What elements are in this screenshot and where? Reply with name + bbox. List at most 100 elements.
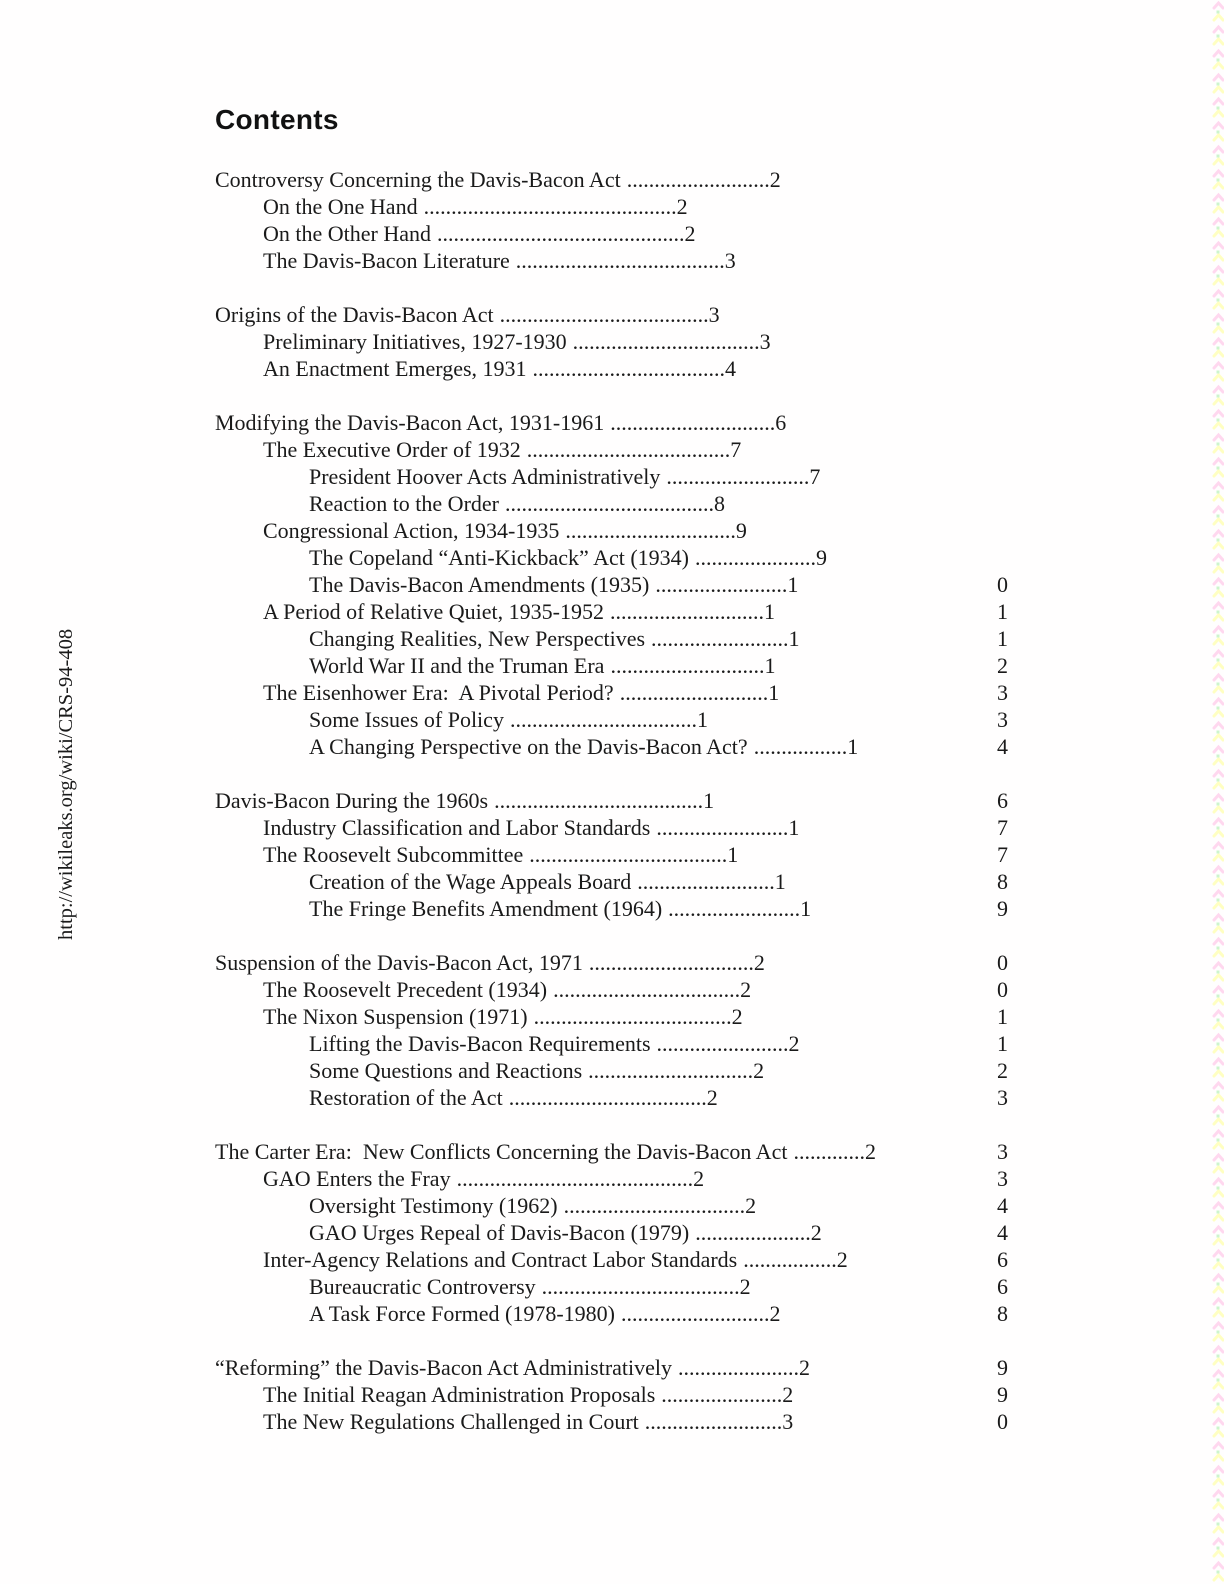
toc-entry: The Nixon Suspension (1971).............… [215, 1003, 1075, 1030]
toc-leader-dots: ......................... [637, 869, 775, 894]
toc-entry-title: The Initial Reagan Administration Propos… [263, 1382, 656, 1407]
toc-page-number: 7 [809, 464, 821, 489]
toc-leader-dots: ........................... [621, 1301, 770, 1326]
toc-entry: A Period of Relative Quiet, 1935-1952...… [215, 598, 1075, 625]
toc-page-number: 2 [731, 1004, 743, 1029]
toc-entry-title: Origins of the Davis-Bacon Act [215, 302, 494, 327]
toc-entry: The Roosevelt Precedent (1934)..........… [215, 976, 1075, 1003]
toc-entry-title: The Copeland “Anti-Kickback” Act (1934) [309, 545, 689, 570]
toc-page-number-second-digit: 0 [997, 1409, 1008, 1434]
watermark-url-vertical: http://wikileaks.org/wiki/CRS-94-408 [55, 628, 77, 940]
toc-entry-title: Restoration of the Act [309, 1085, 503, 1110]
toc-entry-title: An Enactment Emerges, 1931 [263, 356, 527, 381]
toc-entry-title: Some Issues of Policy [309, 707, 504, 732]
toc-leader-dots: ................................. [563, 1193, 746, 1218]
toc-page-number: 2 [753, 1058, 765, 1083]
toc-entry-title: A Changing Perspective on the Davis-Baco… [309, 734, 748, 759]
toc-entry-title: Inter-Agency Relations and Contract Labo… [263, 1247, 738, 1272]
toc-entry: Davis-Bacon During the 1960s............… [215, 787, 1075, 814]
toc-page-number: 2 [810, 1220, 822, 1245]
toc-page-number: 1 [774, 869, 786, 894]
toc-page-number: 2 [769, 167, 781, 192]
toc-page-number: 1 [788, 815, 800, 840]
toc-entry: The Copeland “Anti-Kickback” Act (1934).… [215, 544, 1075, 571]
toc-entry: The Davis-Bacon Literature..............… [215, 247, 1075, 274]
toc-entry-title: Industry Classification and Labor Standa… [263, 815, 651, 840]
toc-leader-dots: ........................ [656, 1031, 789, 1056]
toc-leader-dots: ........................ [655, 572, 788, 597]
toc-entry: On the One Hand.........................… [215, 193, 1075, 220]
toc-leader-dots: ............. [793, 1139, 865, 1164]
toc-entry: The Executive Order of 1932.............… [215, 436, 1075, 463]
toc-entry-title: The Fringe Benefits Amendment (1964) [309, 896, 663, 921]
toc-entry: On the Other Hand.......................… [215, 220, 1075, 247]
toc-page-number: 2 [740, 977, 752, 1002]
toc-leader-dots: .................................. [572, 329, 760, 354]
toc-leader-dots: ............................ [609, 599, 764, 624]
toc-page-number-second-digit: 3 [997, 707, 1008, 732]
toc-page-number: 3 [759, 329, 771, 354]
toc-leader-dots: ........................... [619, 680, 769, 705]
toc-page-number: 8 [714, 491, 725, 516]
toc-entry-title: “Reforming” the Davis-Bacon Act Administ… [215, 1355, 673, 1380]
toc-entry: Industry Classification and Labor Standa… [215, 814, 1075, 841]
toc-entry: Suspension of the Davis-Bacon Act, 1971.… [215, 949, 1075, 976]
toc-leader-dots: .................................... [541, 1274, 740, 1299]
toc-page-number: 2 [706, 1085, 718, 1110]
toc-entry-title: A Task Force Formed (1978-1980) [309, 1301, 616, 1326]
toc-leader-dots: ..................................... [526, 437, 731, 462]
edge-watermark-pattern [1212, 0, 1224, 1584]
page-title: Contents [215, 104, 339, 135]
toc-entry-title: Oversight Testimony (1962) [309, 1193, 558, 1218]
toc-entry: Changing Realities, New Perspectives....… [215, 625, 1075, 652]
toc-entry-title: Creation of the Wage Appeals Board [309, 869, 632, 894]
toc-leader-dots: ........................................… [423, 194, 677, 219]
toc-entry-title: Preliminary Initiatives, 1927-1930 [263, 329, 567, 354]
toc-entry-title: Davis-Bacon During the 1960s [215, 788, 489, 813]
toc-page-number: 1 [696, 707, 708, 732]
toc-page-number: 1 [703, 788, 715, 813]
toc-section: Controversy Concerning the Davis-Bacon A… [215, 166, 1075, 274]
toc-section: Modifying the Davis-Bacon Act, 1931-1961… [215, 409, 1075, 760]
toc-entry-title: Controversy Concerning the Davis-Bacon A… [215, 167, 621, 192]
toc-leader-dots: ...................... [678, 1355, 800, 1380]
toc-page-number: 1 [764, 653, 776, 678]
toc-leader-dots: .......................... [666, 464, 810, 489]
toc-entry: The Eisenhower Era: A Pivotal Period?...… [215, 679, 1075, 706]
toc-page-number-second-digit: 9 [997, 1382, 1008, 1407]
toc-page-number: 3 [708, 302, 720, 327]
toc-page-number-second-digit: 7 [997, 815, 1008, 840]
toc-leader-dots: .................................... [508, 1085, 707, 1110]
toc-page-number-second-digit: 1 [997, 1031, 1008, 1056]
toc-page-number-second-digit: 3 [997, 1139, 1008, 1164]
toc-leader-dots: .................................... [533, 1004, 732, 1029]
toc-page-number: 2 [836, 1247, 848, 1272]
toc-leader-dots: ........................................… [437, 221, 685, 246]
toc-page-number: 2 [799, 1355, 811, 1380]
toc-entry-title: The Davis-Bacon Literature [263, 248, 510, 273]
toc-entry: The Davis-Bacon Amendments (1935).......… [215, 571, 1075, 598]
toc-page-number: 2 [769, 1301, 781, 1326]
toc-page-number: 2 [864, 1139, 876, 1164]
toc-leader-dots: ................. [743, 1247, 837, 1272]
toc-page-number-second-digit: 3 [997, 1166, 1008, 1191]
toc-page-number: 7 [730, 437, 742, 462]
toc-entry: President Hoover Acts Administratively..… [215, 463, 1075, 490]
toc-page-number-second-digit: 6 [997, 788, 1008, 813]
toc-page-number: 2 [676, 194, 688, 219]
toc-entry: “Reforming” the Davis-Bacon Act Administ… [215, 1354, 1075, 1381]
toc-page-number: 1 [768, 680, 780, 705]
toc-entry: Inter-Agency Relations and Contract Labo… [215, 1246, 1075, 1273]
toc-entry-title: The Executive Order of 1932 [263, 437, 521, 462]
toc-entry-title: The New Regulations Challenged in Court [263, 1409, 639, 1434]
toc-page-number-second-digit: 4 [997, 734, 1008, 759]
toc-page-number: 9 [735, 518, 747, 543]
toc-entry-title: The Nixon Suspension (1971) [263, 1004, 528, 1029]
toc-entry-title: Modifying the Davis-Bacon Act, 1931-1961 [215, 410, 605, 435]
toc-entry: The Carter Era: New Conflicts Concerning… [215, 1138, 1075, 1165]
toc-section: Suspension of the Davis-Bacon Act, 1971.… [215, 949, 1075, 1111]
toc-entry-title: President Hoover Acts Administratively [309, 464, 661, 489]
toc-page-number-second-digit: 0 [997, 950, 1008, 975]
toc-page-number: 2 [693, 1166, 705, 1191]
